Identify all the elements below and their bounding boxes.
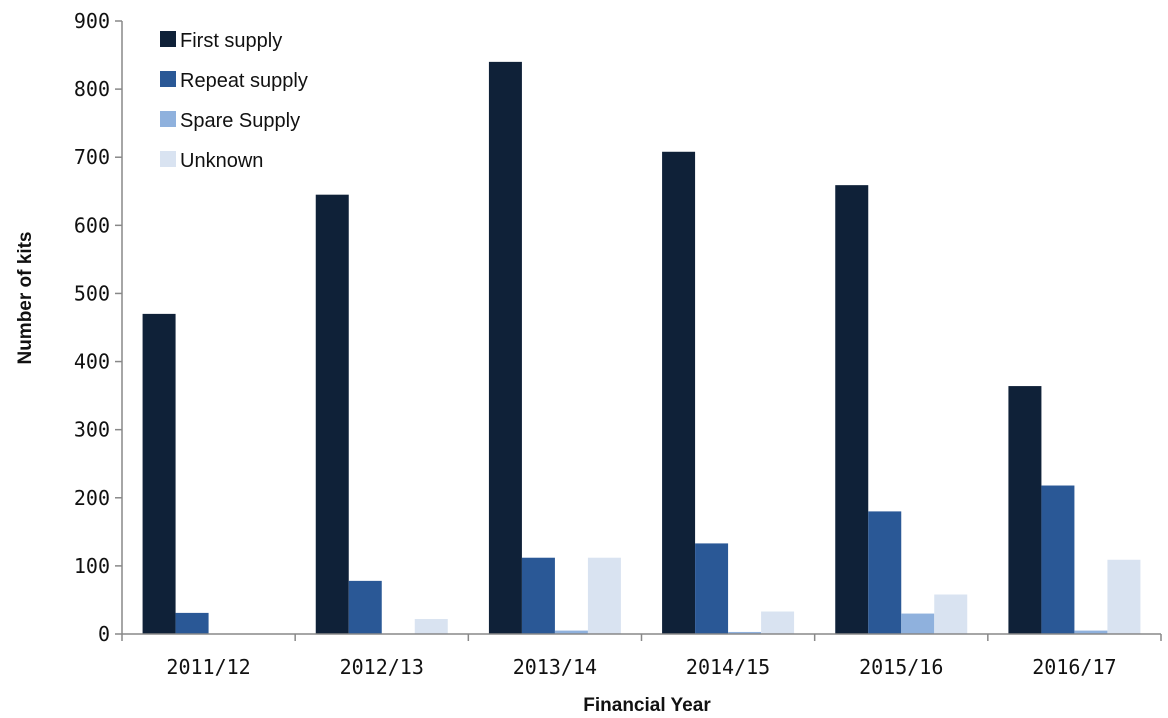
bar-first-supply-2014-15 (662, 151, 696, 634)
legend-label: First supply (180, 30, 282, 52)
bar-repeat-supply-2012-13 (348, 580, 382, 634)
y-tick-label: 800 (74, 77, 110, 101)
bar-first-supply-2012-13 (315, 194, 349, 634)
bar-first-supply-2013-14 (488, 61, 522, 635)
y-axis-title: Number of kits (15, 231, 36, 364)
axes-layer: 0 100 200 300 400 500 600 700 800 900 2011/12 2012/… (74, 9, 1162, 679)
bar-first-supply-2016-17 (1008, 386, 1042, 634)
bar-spare-supply-2016-17 (1074, 630, 1108, 634)
y-tick-label: 900 (74, 9, 110, 33)
y-tick-label: 400 (74, 350, 110, 374)
bar-unknown-2012-13 (414, 619, 448, 634)
legend-swatch (160, 31, 176, 47)
bar-first-supply-2011-12 (142, 313, 176, 634)
bar-unknown-2015-16 (934, 594, 968, 634)
x-tick-label: 2013/14 (513, 655, 597, 679)
bar-repeat-supply-2015-16 (868, 511, 902, 634)
legend-label: Repeat supply (180, 70, 308, 92)
x-tick-label: 2016/17 (1032, 655, 1116, 679)
legend-label: Unknown (180, 150, 263, 172)
y-tick-label: 300 (74, 418, 110, 442)
legend-swatch (160, 151, 176, 167)
bar-repeat-supply-2016-17 (1041, 485, 1075, 634)
y-tick-label: 600 (74, 213, 110, 237)
bar-unknown-2013-14 (587, 557, 621, 634)
x-axis-title: Financial Year (583, 695, 711, 716)
bar-spare-supply-2014-15 (728, 631, 762, 634)
bar-unknown-2016-17 (1107, 559, 1141, 634)
x-tick-label: 2011/12 (166, 655, 250, 679)
y-tick-label: 100 (74, 554, 110, 578)
legend: First supply Repeat supply Spare Supply Unk… (160, 30, 308, 172)
y-tick-label: 500 (74, 281, 110, 305)
bar-first-supply-2015-16 (835, 185, 869, 634)
legend-label: Spare Supply (180, 110, 300, 132)
bar-spare-supply-2013-14 (554, 630, 588, 634)
x-tick-label: 2014/15 (686, 655, 770, 679)
bar-spare-supply-2015-16 (901, 613, 935, 634)
bar-repeat-supply-2014-15 (695, 543, 729, 634)
legend-swatch (160, 111, 176, 127)
y-tick-label: 0 (98, 622, 110, 646)
x-tick-label: 2012/13 (340, 655, 424, 679)
bar-unknown-2014-15 (761, 611, 795, 634)
x-tick-label: 2015/16 (859, 655, 943, 679)
bars-layer (142, 61, 1141, 635)
bar-repeat-supply-2011-12 (175, 612, 209, 634)
y-tick-label: 200 (74, 486, 110, 510)
bar-repeat-supply-2013-14 (521, 557, 555, 634)
y-tick-label: 700 (74, 145, 110, 169)
legend-swatch (160, 71, 176, 87)
